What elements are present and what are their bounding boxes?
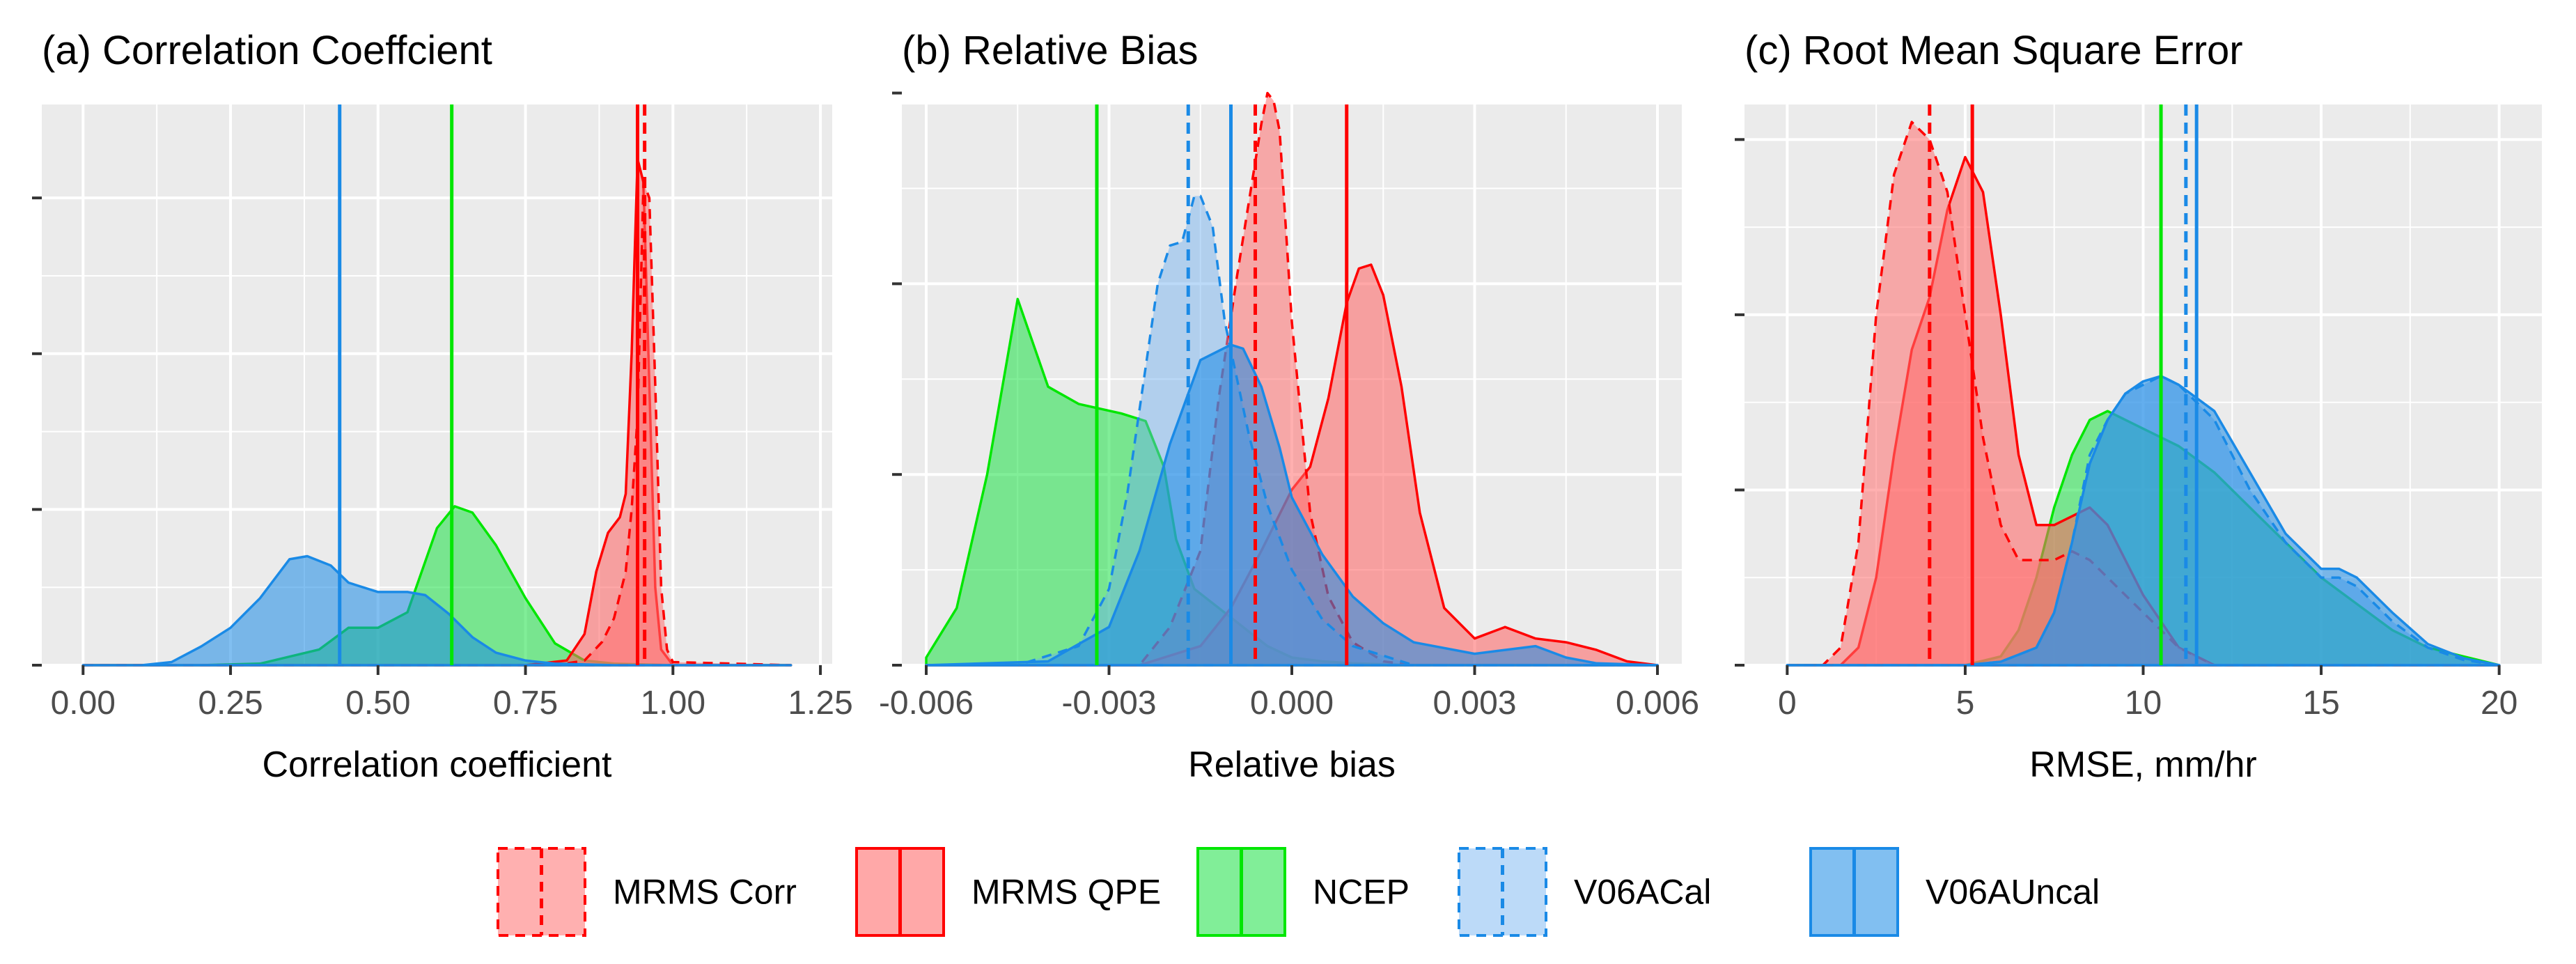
legend-item-v06auncal: V06AUncal — [1809, 847, 2100, 937]
x-tick-label: 5 — [1956, 685, 1975, 722]
x-tick-label: 15 — [2302, 685, 2339, 722]
x-tick-label: 0.000 — [1250, 685, 1334, 722]
legend-item-qpe: MRMS QPE — [855, 847, 1161, 937]
density-corr — [81, 181, 793, 667]
x-tick-label: 1.25 — [788, 685, 852, 722]
legend-label: V06AUncal — [1926, 873, 2100, 912]
x-axis-label: Relative bias — [1188, 745, 1396, 785]
x-tick-label: 20 — [2481, 685, 2518, 722]
x-tick-label: 0.00 — [51, 685, 116, 722]
x-tick-label: -0.006 — [879, 685, 974, 722]
x-tick-label: 0 — [1778, 685, 1797, 722]
panel-title: (b) Relative Bias — [902, 28, 1198, 73]
panel-title: (a) Correlation Coeffcient — [42, 28, 492, 73]
legend-label: MRMS QPE — [971, 873, 1161, 912]
x-tick-label: 10 — [2125, 685, 2162, 722]
panel-rmse: 0 5 10 15 20 (c) Root Mean Square Error RMSE, … — [1735, 28, 2542, 785]
legend-item-corr: MRMS Corr — [497, 847, 797, 937]
x-tick-label: 1.00 — [641, 685, 705, 722]
x-tick-label: 0.75 — [493, 685, 558, 722]
x-tick-label: 0.25 — [198, 685, 263, 722]
x-axis-label: RMSE, mm/hr — [2029, 745, 2256, 785]
panel-correlation: 0.00 0.25 0.50 0.75 1.00 1.25 (a) Correlation … — [32, 28, 853, 785]
panel-title: (c) Root Mean Square Error — [1744, 28, 2243, 73]
legend-label: NCEP — [1313, 873, 1410, 912]
panel-relative-bias: -0.006 -0.003 0.000 0.003 0.006 (b) Relative … — [879, 28, 1699, 785]
x-axis-label: Correlation coefficient — [263, 745, 613, 785]
legend-label: V06ACal — [1574, 873, 1711, 912]
density-v06auncal — [925, 343, 1659, 667]
x-tick-label: -0.003 — [1061, 685, 1156, 722]
x-tick-label: 0.50 — [345, 685, 410, 722]
x-tick-label: 0.003 — [1433, 685, 1516, 722]
x-tick-label: 0.006 — [1616, 685, 1699, 722]
legend-item-ncep: NCEP — [1196, 847, 1410, 937]
legend-item-v06acal: V06ACal — [1458, 847, 1711, 937]
legend-label: MRMS Corr — [613, 873, 797, 912]
density-v06auncal — [1786, 375, 2501, 667]
density-v06auncal — [81, 554, 793, 667]
legend: MRMS Corr MRMS QPE NCEP V06ACal V06AUncal — [497, 847, 2100, 937]
